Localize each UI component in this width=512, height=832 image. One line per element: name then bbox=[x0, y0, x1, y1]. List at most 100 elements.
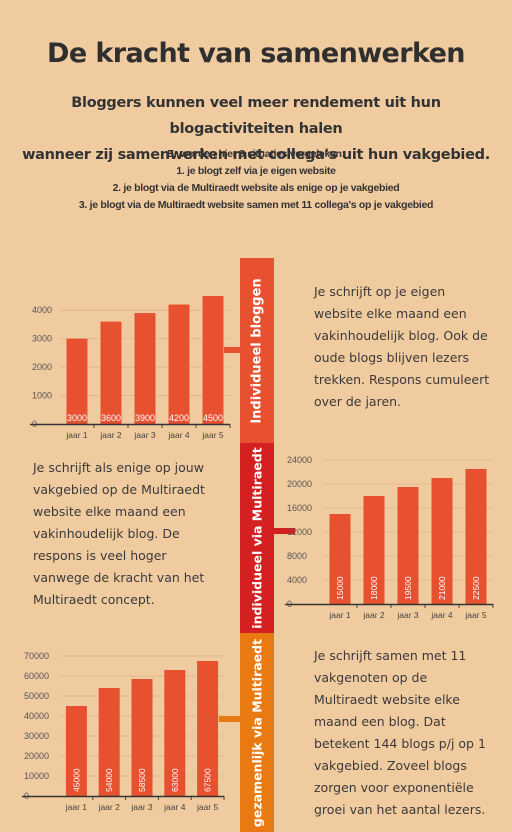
subtitle-line: wanneer zij samenwerken met collega's ui… bbox=[22, 147, 490, 163]
description-line: over de jaren. bbox=[314, 394, 402, 409]
bar bbox=[100, 321, 122, 424]
bar bbox=[164, 670, 186, 796]
y-tick-label: 70000 bbox=[24, 651, 49, 661]
bar-data-label: 45000 bbox=[71, 768, 81, 792]
subtitle-line: Bloggers kunnen veel meer rendement uit … bbox=[71, 95, 441, 137]
bar-data-label: 21000 bbox=[437, 576, 447, 600]
bar bbox=[168, 304, 190, 424]
bar bbox=[329, 514, 351, 604]
band-individueel-via-multiraedt: individueel via Multiraedt bbox=[240, 443, 274, 633]
bar-data-label: 63000 bbox=[170, 768, 180, 792]
x-tick-label: jaar 3 bbox=[130, 802, 153, 812]
bar bbox=[363, 496, 385, 604]
bar-data-label: 4500 bbox=[203, 413, 223, 423]
description-line: groei van het aantal lezers. bbox=[314, 802, 486, 817]
x-tick-label: jaar 1 bbox=[65, 430, 88, 440]
bar-data-label: 3900 bbox=[135, 413, 155, 423]
bar-data-label: 67500 bbox=[203, 768, 213, 792]
y-tick-label: 4000 bbox=[287, 575, 307, 585]
y-tick-label: 16000 bbox=[287, 503, 312, 513]
description-line: vakinhoudelijk blog. De bbox=[33, 526, 180, 541]
band-gezamenlijk-via-multiraedt: gezamenlijk via Multiraedt bbox=[240, 633, 274, 832]
y-tick-label: 2000 bbox=[32, 362, 52, 372]
description-line: respons is veel hoger bbox=[33, 548, 167, 563]
x-tick-label: jaar 1 bbox=[65, 802, 88, 812]
connector-line bbox=[273, 528, 295, 534]
intro-list: Er worden hier 3 situaties vergeleken: 1… bbox=[20, 146, 492, 214]
band-individueel-bloggen: Individueel bloggen bbox=[240, 258, 274, 443]
x-tick-label: jaar 4 bbox=[167, 430, 190, 440]
chart-individueel-via-multiraedt: 0400080001200016000200002400015000jaar 1… bbox=[285, 455, 494, 620]
x-tick-label: jaar 1 bbox=[328, 610, 351, 620]
intro-line: 1. je blogt zelf via je eigen website bbox=[176, 165, 336, 177]
x-tick-label: jaar 2 bbox=[99, 430, 122, 440]
connector-line bbox=[224, 347, 242, 353]
intro-line: 3. je blogt via de Multiraedt website sa… bbox=[78, 199, 434, 211]
chart-gezamenlijk-via-multiraedt: 0100002000030000400005000060000700004500… bbox=[22, 651, 225, 812]
x-tick-label: jaar 3 bbox=[396, 610, 419, 620]
y-tick-label: 30000 bbox=[24, 731, 49, 741]
y-tick-label: 40000 bbox=[24, 711, 49, 721]
bar-data-label: 58500 bbox=[137, 768, 147, 792]
description-line: trekken. Respons cumuleert bbox=[314, 372, 490, 387]
x-tick-label: jaar 5 bbox=[201, 430, 224, 440]
x-tick-label: jaar 4 bbox=[163, 802, 186, 812]
description-line: vakinhoudelijk blog. Ook de bbox=[314, 328, 488, 343]
description-line: Je schrijft samen met 11 bbox=[314, 648, 467, 663]
y-tick-label: 20000 bbox=[24, 751, 49, 761]
y-tick-label: 1000 bbox=[32, 391, 52, 401]
bar bbox=[465, 469, 487, 604]
bar bbox=[66, 338, 88, 424]
description-line: oude blogs blijven lezers bbox=[314, 350, 470, 365]
description-line: Je schrijft als enige op jouw bbox=[33, 460, 204, 475]
y-tick-label: 20000 bbox=[287, 479, 312, 489]
description-individueel-bloggen: Je schrijft op je eigen website elke maan… bbox=[314, 281, 509, 413]
x-tick-label: jaar 2 bbox=[362, 610, 385, 620]
x-tick-label: jaar 3 bbox=[133, 430, 156, 440]
x-tick-label: jaar 5 bbox=[196, 802, 219, 812]
x-tick-label: jaar 2 bbox=[98, 802, 121, 812]
bar bbox=[397, 487, 419, 604]
intro-line: Er worden hier 3 situaties vergeleken: bbox=[167, 148, 345, 160]
bar bbox=[134, 313, 156, 424]
bar-data-label: 22500 bbox=[471, 576, 481, 600]
description-line: betekent 144 blogs p/j op 1 bbox=[314, 736, 486, 751]
bar bbox=[131, 679, 153, 796]
bar bbox=[98, 688, 120, 796]
bar-data-label: 4200 bbox=[169, 413, 189, 423]
x-tick-label: jaar 5 bbox=[464, 610, 487, 620]
y-tick-label: 12000 bbox=[287, 527, 312, 537]
page-title: De kracht van samenwerken bbox=[47, 38, 465, 69]
intro-line: 2. je blogt via de Multiraedt website al… bbox=[112, 182, 400, 194]
description-line: Multiraedt concept. bbox=[33, 592, 155, 607]
band-label: gezamenlijk via Multiraedt bbox=[249, 638, 265, 827]
description-line: Multiraedt website elke bbox=[314, 692, 460, 707]
description-line: maand een blog. Dat bbox=[314, 714, 446, 729]
y-tick-label: 60000 bbox=[24, 671, 49, 681]
description-gezamenlijk-via-multiraedt: Je schrijft samen met 11 vakgenoten op de… bbox=[314, 645, 509, 821]
band-label: individueel via Multiraedt bbox=[249, 447, 265, 629]
connector-line bbox=[219, 716, 241, 722]
y-tick-label: 8000 bbox=[287, 551, 307, 561]
description-individueel-via-multiraedt: Je schrijft als enige op jouw vakgebied o… bbox=[33, 457, 238, 611]
bar-data-label: 19500 bbox=[403, 576, 413, 600]
bar-data-label: 18000 bbox=[369, 576, 379, 600]
bar bbox=[197, 661, 219, 796]
y-tick-label: 50000 bbox=[24, 691, 49, 701]
bar bbox=[431, 478, 453, 604]
bar-data-label: 15000 bbox=[335, 576, 345, 600]
bar-data-label: 3000 bbox=[67, 413, 87, 423]
bar-data-label: 54000 bbox=[104, 768, 114, 792]
description-line: Je schrijft op je eigen bbox=[314, 284, 446, 299]
description-line: vakgenoten op de bbox=[314, 670, 428, 685]
bar bbox=[65, 706, 87, 796]
y-tick-label: 3000 bbox=[32, 334, 52, 344]
description-line: website elke maand een bbox=[314, 306, 467, 321]
y-tick-label: 24000 bbox=[287, 455, 312, 465]
description-line: vakgebied. Zoveel blogs bbox=[314, 758, 467, 773]
band-label: Individueel bloggen bbox=[249, 277, 265, 424]
description-line: zorgen voor exponentiële bbox=[314, 780, 474, 795]
x-tick-label: jaar 4 bbox=[430, 610, 453, 620]
subtitle: Bloggers kunnen veel meer rendement uit … bbox=[20, 90, 492, 168]
